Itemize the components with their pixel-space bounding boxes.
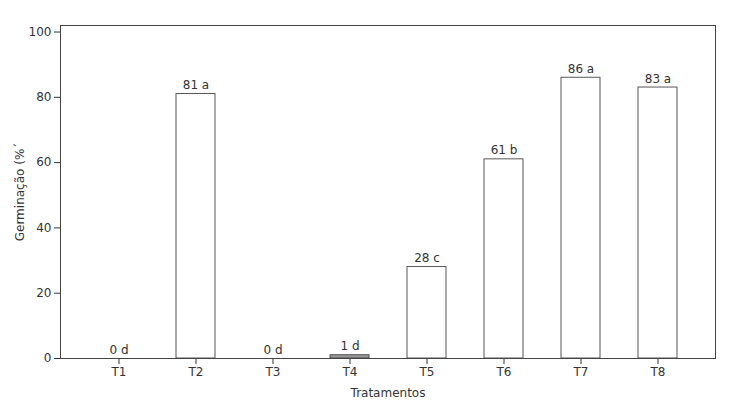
svg-text:T3: T3 <box>265 365 281 379</box>
svg-text:Tratamentos: Tratamentos <box>350 386 426 400</box>
svg-text:20: 20 <box>36 286 51 300</box>
svg-text:81 a: 81 a <box>183 78 209 92</box>
svg-text:T8: T8 <box>650 365 666 379</box>
svg-text:100: 100 <box>29 25 52 39</box>
svg-text:T4: T4 <box>342 365 358 379</box>
svg-text:T5: T5 <box>419 365 435 379</box>
svg-text:40: 40 <box>36 221 51 235</box>
svg-text:86 a: 86 a <box>568 62 594 76</box>
svg-text:T7: T7 <box>573 365 589 379</box>
svg-text:T6: T6 <box>496 365 512 379</box>
svg-text:0: 0 <box>44 351 52 365</box>
svg-text:61 b: 61 b <box>491 143 518 157</box>
svg-text:T2: T2 <box>188 365 204 379</box>
svg-text:60: 60 <box>36 155 51 169</box>
svg-text:83 a: 83 a <box>645 72 671 86</box>
svg-text:0 d: 0 d <box>263 343 282 357</box>
svg-text:0 d: 0 d <box>109 343 128 357</box>
svg-text:80: 80 <box>36 90 51 104</box>
svg-text:Germinação (%´: Germinação (%´ <box>13 143 27 242</box>
svg-text:T1: T1 <box>111 365 127 379</box>
svg-text:28 c: 28 c <box>414 251 440 265</box>
svg-text:1 d: 1 d <box>340 339 359 353</box>
